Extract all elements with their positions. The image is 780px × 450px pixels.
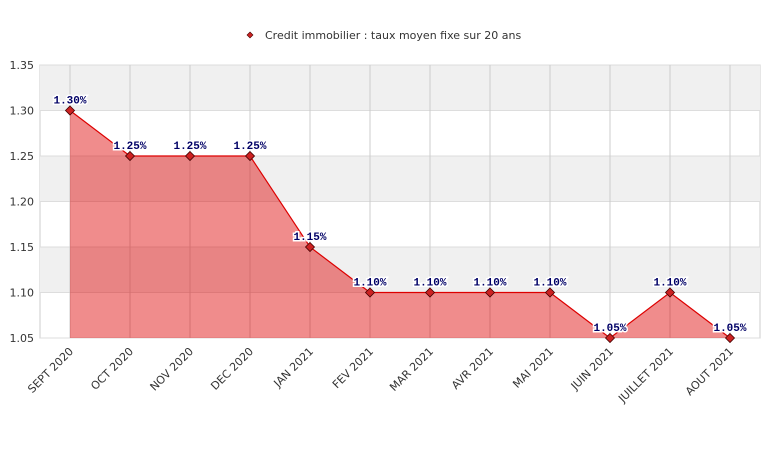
x-tick-label: JAN 2021 [271, 345, 316, 390]
x-tick-label: JUIN 2021 [568, 345, 616, 393]
data-label: 1.15% [293, 232, 326, 244]
point [364, 287, 376, 298]
point [424, 287, 436, 298]
x-tick-label: DEC 2020 [208, 345, 256, 393]
area [70, 110, 730, 338]
y-tick-label: 1.30 [10, 105, 35, 118]
point [304, 241, 316, 253]
point [664, 287, 676, 298]
point [184, 150, 196, 162]
data-label: 1.10% [533, 278, 566, 290]
y-tick-label: 1.10 [10, 287, 35, 300]
point [124, 150, 136, 162]
legend-marker [246, 31, 254, 39]
x-tick-label: NOV 2020 [148, 345, 197, 394]
x-tick-label: FEV 2021 [330, 345, 376, 391]
line [69, 110, 731, 339]
data-label: 1.10% [413, 278, 446, 290]
data-label: 1.10% [353, 278, 386, 290]
y-tick-label: 1.15 [10, 241, 35, 254]
point [484, 287, 496, 298]
x-tick-label: AVR 2021 [449, 345, 496, 392]
point [244, 150, 256, 162]
point [64, 105, 76, 116]
data-label: 1.10% [473, 278, 506, 290]
x-tick-label: OCT 2020 [88, 345, 136, 393]
point [544, 287, 556, 298]
data-label: 1.05% [593, 323, 626, 335]
y-tick-label: 1.25 [10, 150, 35, 163]
data-label: 1.10% [653, 278, 686, 290]
x-tick-label: SEPT 2020 [25, 345, 76, 396]
grid-band [40, 247, 760, 293]
x-tick-label: AOUT 2021 [683, 345, 736, 398]
y-tick-label: 1.20 [10, 196, 35, 209]
data-label: 1.30% [53, 96, 86, 108]
x-tick-label: JUILLET 2021 [615, 345, 676, 406]
grid-band [40, 156, 760, 202]
point [604, 332, 616, 344]
y-tick-label: 1.05 [10, 332, 35, 345]
data-label: 1.25% [113, 141, 146, 153]
legend-label: Credit immobilier : taux moyen fixe sur … [265, 29, 521, 42]
point [724, 332, 736, 344]
grid-band [40, 65, 760, 111]
data-label: 1.25% [173, 141, 206, 153]
y-tick-label: 1.35 [10, 59, 35, 72]
x-tick-label: MAR 2021 [387, 345, 436, 394]
data-label: 1.25% [233, 141, 266, 153]
data-label: 1.05% [713, 323, 746, 335]
x-tick-label: MAI 2021 [510, 345, 556, 391]
